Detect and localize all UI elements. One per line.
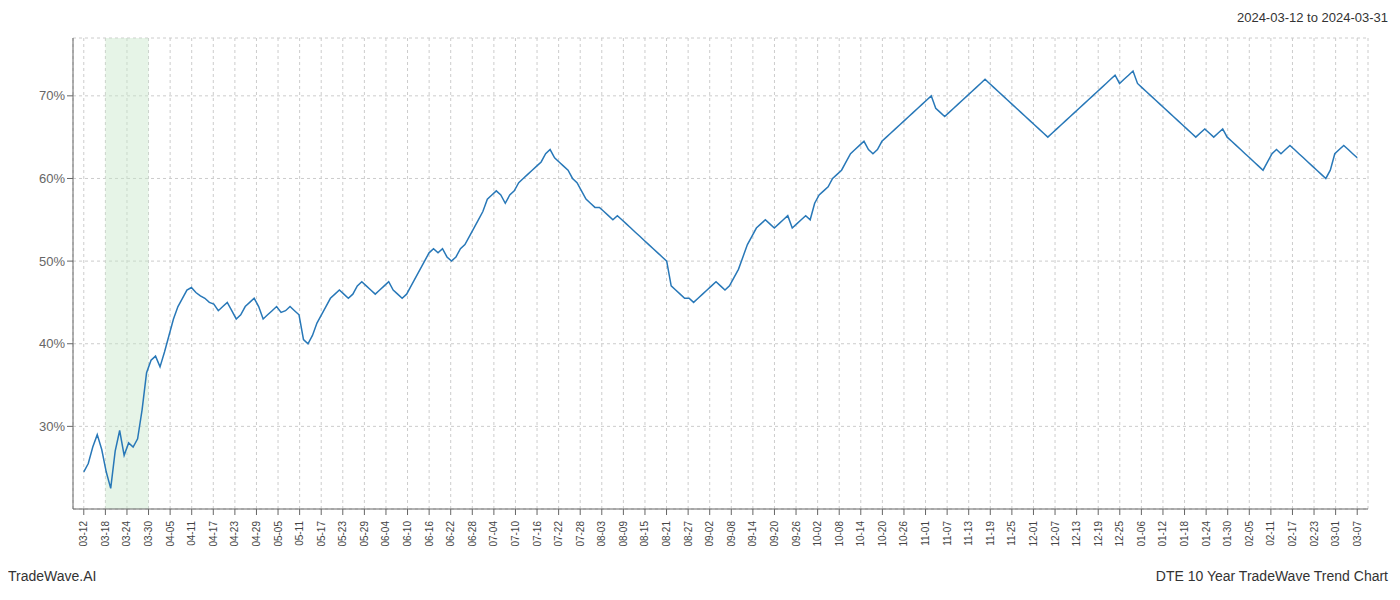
svg-text:01-30: 01-30 (1222, 521, 1233, 547)
svg-text:06-22: 06-22 (445, 521, 456, 547)
svg-text:50%: 50% (39, 254, 65, 269)
svg-text:01-12: 01-12 (1157, 521, 1168, 547)
svg-text:10-20: 10-20 (877, 521, 888, 547)
svg-text:04-29: 04-29 (251, 521, 262, 547)
svg-text:12-01: 12-01 (1028, 521, 1039, 547)
svg-text:10-14: 10-14 (855, 521, 866, 547)
svg-text:05-05: 05-05 (273, 521, 284, 547)
svg-text:02-17: 02-17 (1287, 521, 1298, 547)
svg-text:07-10: 07-10 (510, 521, 521, 547)
svg-text:07-22: 07-22 (553, 521, 564, 547)
svg-text:70%: 70% (39, 88, 65, 103)
svg-text:11-13: 11-13 (963, 521, 974, 546)
svg-text:03-01: 03-01 (1330, 521, 1341, 547)
svg-text:01-06: 01-06 (1136, 521, 1147, 547)
svg-text:08-03: 08-03 (596, 521, 607, 547)
html-text:TradeWave.AI: TradeWave.AI (8, 568, 97, 584)
svg-text:09-26: 09-26 (791, 521, 802, 547)
svg-text:03-12: 03-12 (78, 521, 89, 547)
svg-text:11-25: 11-25 (1006, 521, 1017, 546)
svg-text:01-18: 01-18 (1179, 521, 1190, 547)
svg-text:09-20: 09-20 (769, 521, 780, 547)
svg-text:08-21: 08-21 (661, 521, 672, 547)
svg-text:10-26: 10-26 (898, 521, 909, 547)
svg-text:01-24: 01-24 (1201, 521, 1212, 547)
svg-text:02-11: 02-11 (1265, 521, 1276, 546)
svg-text:08-27: 08-27 (683, 521, 694, 547)
svg-text:02-05: 02-05 (1244, 521, 1255, 547)
svg-text:11-01: 11-01 (920, 521, 931, 546)
svg-text:03-18: 03-18 (100, 521, 111, 547)
svg-text:06-28: 06-28 (467, 521, 478, 547)
svg-text:12-19: 12-19 (1093, 521, 1104, 547)
svg-text:05-29: 05-29 (359, 521, 370, 547)
svg-text:03-24: 03-24 (121, 521, 132, 547)
svg-text:04-11: 04-11 (186, 521, 197, 546)
svg-text:05-11: 05-11 (294, 521, 305, 546)
svg-text:09-08: 09-08 (726, 521, 737, 547)
svg-text:08-09: 08-09 (618, 521, 629, 547)
svg-text:03-30: 03-30 (143, 521, 154, 547)
svg-text:11-19: 11-19 (985, 521, 996, 546)
html-text:DTE 10 Year TradeWave Trend Ch: DTE 10 Year TradeWave Trend Chart (1155, 568, 1388, 584)
svg-text:11-07: 11-07 (942, 521, 953, 546)
svg-text:03-07: 03-07 (1352, 521, 1363, 547)
svg-text:06-04: 06-04 (380, 521, 391, 547)
svg-text:10-02: 10-02 (812, 521, 823, 547)
svg-text:05-23: 05-23 (337, 521, 348, 547)
html-text:2024-03-12 to 2024-03-31: 2024-03-12 to 2024-03-31 (1236, 10, 1388, 25)
svg-text:04-23: 04-23 (229, 521, 240, 547)
svg-text:09-14: 09-14 (747, 521, 758, 547)
svg-text:04-17: 04-17 (208, 521, 219, 547)
svg-text:09-02: 09-02 (704, 521, 715, 547)
svg-text:04-05: 04-05 (165, 521, 176, 547)
svg-text:08-15: 08-15 (639, 521, 650, 547)
svg-text:12-25: 12-25 (1114, 521, 1125, 547)
svg-text:60%: 60% (39, 171, 65, 186)
svg-text:40%: 40% (39, 336, 65, 351)
svg-text:06-16: 06-16 (424, 521, 435, 547)
svg-text:06-10: 06-10 (402, 521, 413, 547)
svg-text:30%: 30% (39, 419, 65, 434)
svg-text:12-13: 12-13 (1071, 521, 1082, 547)
svg-text:05-17: 05-17 (316, 521, 327, 547)
svg-text:07-16: 07-16 (532, 521, 543, 547)
svg-text:07-28: 07-28 (575, 521, 586, 547)
svg-text:02-23: 02-23 (1309, 521, 1320, 547)
svg-text:10-08: 10-08 (834, 521, 845, 547)
svg-text:07-04: 07-04 (488, 521, 499, 547)
svg-text:12-07: 12-07 (1050, 521, 1061, 547)
